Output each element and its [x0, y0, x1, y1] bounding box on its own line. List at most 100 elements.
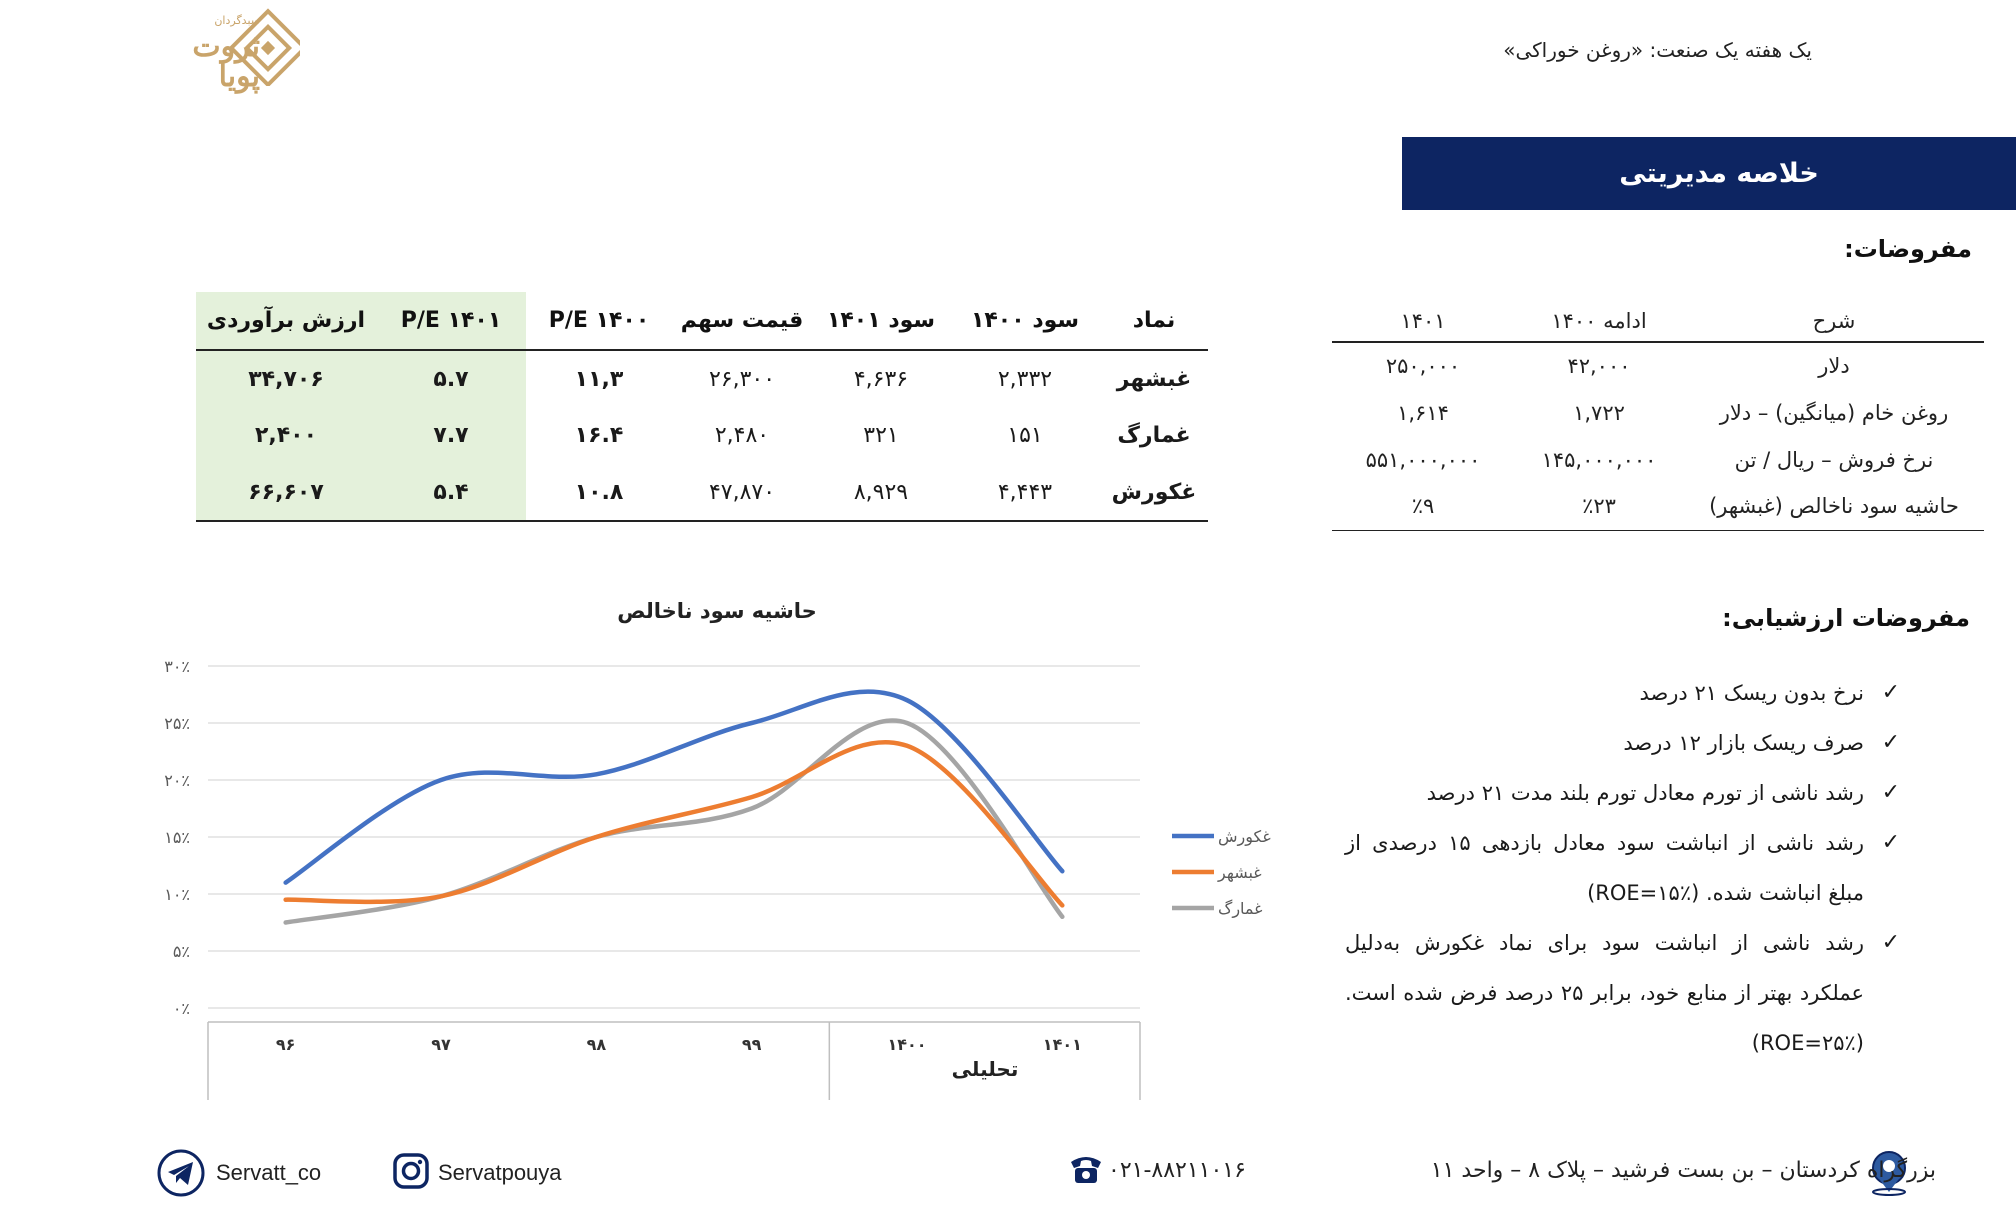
list-item-text: صرف ریسک بازار ۱۲ درصد	[1623, 731, 1864, 755]
valuation-table: نماد سود ۱۴۰۰ سود ۱۴۰۱ قیمت سهم P/E ۱۴۰۰…	[196, 292, 1208, 522]
cell-value-1400: ۱۴۵,۰۰۰,۰۰۰	[1541, 447, 1657, 472]
list-item-text: رشد ناشی از تورم معادل تورم بلند مدت ۲۱ …	[1426, 781, 1864, 805]
assumptions-heading: مفروضات:	[1844, 235, 1972, 263]
col-header-profit-1401: سود ۱۴۰۱	[812, 292, 950, 351]
cell-pe-1400: ۱۶.۴	[574, 423, 624, 448]
cell-share-price: ۲,۴۸۰	[714, 423, 770, 448]
cell-share-price: ۲۶,۳۰۰	[708, 366, 776, 392]
cell-value-1401: ۲۵۰,۰۰۰	[1385, 354, 1461, 378]
cell-value-1400: ۴۲,۰۰۰	[1567, 354, 1631, 378]
cell-value-1400: ۱,۷۲۲	[1573, 400, 1625, 425]
series-line-1	[283, 739, 1065, 908]
cell-profit-1401: ۳۲۱	[863, 423, 899, 448]
cell-value-1401: ۱,۶۱۴	[1397, 400, 1449, 425]
cell-profit-1401: ۴,۶۳۶	[853, 366, 909, 392]
list-item: ✓ رشد ناشی از انباشت سود برای نماد غکورش …	[1345, 918, 1900, 1068]
cell-estimated-value: ۲,۴۰۰	[196, 407, 376, 464]
y-axis-ticks: ۰٪ ۵٪ ۱۰٪ ۱۵٪ ۲۰٪ ۲۵٪ ۳۰٪	[164, 657, 190, 1018]
list-item-text: رشد ناشی از انباشت سود برای نماد غکورش ب…	[1345, 931, 1864, 1055]
cell-pe-1401: ۵.۷	[376, 350, 526, 407]
y-tick-label: ۰٪	[173, 999, 190, 1018]
footer-address: بزرگراه کردستان – بن بست فرشید – پلاک ۸ …	[1430, 1158, 1936, 1183]
cell-description: نرخ فروش – ریال / تن	[1734, 447, 1934, 472]
col-header-pe-1400: P/E ۱۴۰۰	[526, 292, 672, 351]
series-line-0	[283, 689, 1065, 885]
col-header-description: شرح	[1684, 300, 1984, 343]
col-header-estimated-value: ارزش برآوردی	[196, 292, 376, 351]
cell-profit-1400: ۱۵۱	[1007, 423, 1043, 448]
y-tick-label: ۱۵٪	[164, 828, 190, 847]
phone-icon	[1071, 1157, 1101, 1183]
table-row: دلار ۴۲,۰۰۰ ۲۵۰,۰۰۰	[1332, 342, 1984, 389]
cell-share-price: ۴۷,۸۷۰	[672, 464, 812, 522]
table-row: روغن خام (میانگین) – دلار ۱,۷۲۲ ۱,۶۱۴	[1332, 389, 1984, 436]
instagram-icon	[393, 1153, 429, 1189]
cell-description: حاشیه سود ناخالص (غبشهر)	[1684, 483, 1984, 531]
x-tick-label: ۹۶	[276, 1035, 296, 1054]
chart-title: حاشیه سود ناخالص	[617, 599, 817, 623]
x-tick-label: ۹۸	[587, 1035, 607, 1054]
checkmark-icon: ✓	[1881, 680, 1900, 705]
chart-legend: غکورش غبشهر غمارگ	[1172, 827, 1271, 919]
cell-pe-1400: ۱۱,۳	[574, 366, 624, 392]
x-tick-label: ۱۴۰۰	[887, 1035, 926, 1054]
checkmark-icon: ✓	[1881, 730, 1900, 755]
company-logo	[228, 8, 300, 86]
col-header-profit-1400: سود ۱۴۰۰	[950, 292, 1100, 351]
y-tick-label: ۳۰٪	[164, 657, 190, 676]
table-row: غکورش ۴,۴۴۳ ۸,۹۲۹ ۴۷,۸۷۰ ۱۰.۸ ۵.۴ ۶۶,۶۰۷	[196, 464, 1208, 522]
cell-symbol: غکورش	[1100, 464, 1208, 522]
cell-pe-1401: ۷.۷	[376, 407, 526, 464]
cell-value-1401: ۵۵۱,۰۰۰,۰۰۰	[1365, 447, 1481, 472]
valuation-assumptions-heading: مفروضات ارزشیابی:	[1722, 604, 1970, 632]
location-icon	[1872, 1151, 1906, 1196]
assumptions-table: شرح ادامه ۱۴۰۰ ۱۴۰۱ دلار ۴۲,۰۰۰ ۲۵۰,۰۰۰ …	[1332, 300, 1984, 531]
gross-margin-chart: حاشیه سود ناخالص ۰٪۵٪۱۰٪۱۵٪۲۰٪۲۵٪۳۰٪ ۹۶ ۹…	[164, 599, 1271, 1100]
y-tick-label: ۲۵٪	[164, 714, 190, 733]
x-tick-label: ۱۴۰۱	[1043, 1035, 1082, 1054]
cell-value-1401: ٪۹	[1332, 483, 1514, 531]
valuation-assumptions-list: ✓ نرخ بدون ریسک ۲۱ درصد ✓ صرف ریسک بازار ۱…	[1345, 668, 1900, 1068]
list-item: ✓ رشد ناشی از انباشت سود معادل بازدهی ۱۵ …	[1345, 818, 1900, 918]
footer-telegram[interactable]: Servatt_co	[216, 1160, 322, 1185]
chart-series	[283, 689, 1065, 925]
table-row: غمارگ ۱۵۱ ۳۲۱ ۲,۴۸۰ ۱۶.۴ ۷.۷ ۲,۴۰۰	[196, 407, 1208, 464]
section-title-bar: خلاصه مدیریتی	[1402, 137, 2016, 210]
table-row: نرخ فروش – ریال / تن ۱۴۵,۰۰۰,۰۰۰ ۵۵۱,۰۰۰…	[1332, 436, 1984, 483]
logo-text: ثروت پویا	[192, 29, 260, 94]
y-tick-label: ۵٪	[173, 942, 190, 961]
cell-profit-1401: ۸,۹۲۹	[812, 464, 950, 522]
cell-description: دلار	[1818, 354, 1850, 378]
legend-label: غبشهر	[1217, 863, 1262, 883]
x-tick-label: ۹۹	[742, 1035, 762, 1054]
legend-label: غمارگ	[1218, 899, 1263, 919]
cell-estimated-value: ۳۴,۷۰۶	[196, 350, 376, 407]
list-item-text: نرخ بدون ریسک ۲۱ درصد	[1639, 681, 1864, 705]
cell-symbol: غمارگ	[1117, 423, 1191, 448]
checkmark-icon: ✓	[1881, 780, 1900, 805]
cell-profit-1400: ۲,۳۳۲	[997, 366, 1053, 392]
cell-value-1400: ٪۲۳	[1514, 483, 1684, 531]
cell-estimated-value: ۶۶,۶۰۷	[196, 464, 376, 522]
telegram-icon	[157, 1149, 205, 1197]
table-header-row: نماد سود ۱۴۰۰ سود ۱۴۰۱ قیمت سهم P/E ۱۴۰۰…	[196, 292, 1208, 351]
footer-phone[interactable]: ۰۲۱-۸۸۲۱۱۰۱۶	[1108, 1158, 1246, 1183]
cell-pe-1401: ۵.۴	[376, 464, 526, 522]
chart-grid	[208, 665, 1140, 1009]
cell-symbol: غبشهر	[1116, 366, 1192, 392]
col-header-1400: ادامه ۱۴۰۰	[1514, 300, 1684, 343]
col-header-share-price: قیمت سهم	[672, 292, 812, 351]
footer-instagram[interactable]: Servatpouya	[438, 1160, 562, 1185]
logo-tagline: سبدگردان	[214, 14, 260, 27]
table-row: غبشهر ۲,۳۳۲ ۴,۶۳۶ ۲۶,۳۰۰ ۱۱,۳ ۵.۷ ۳۴,۷۰۶	[196, 350, 1208, 407]
y-tick-label: ۲۰٪	[164, 771, 190, 790]
cell-profit-1400: ۴,۴۴۳	[950, 464, 1100, 522]
legend-label: غکورش	[1218, 827, 1271, 847]
page-header-title: یک هفته یک صنعت: «روغن خوراکی»	[1503, 38, 1812, 62]
list-item: ✓ صرف ریسک بازار ۱۲ درصد	[1345, 718, 1900, 768]
checkmark-icon: ✓	[1881, 930, 1900, 955]
x-tick-label: ۹۷	[431, 1035, 451, 1054]
table-header-row: شرح ادامه ۱۴۰۰ ۱۴۰۱	[1332, 300, 1984, 343]
col-header-symbol: نماد	[1100, 292, 1208, 351]
cell-description: روغن خام (میانگین) – دلار	[1719, 400, 1949, 425]
